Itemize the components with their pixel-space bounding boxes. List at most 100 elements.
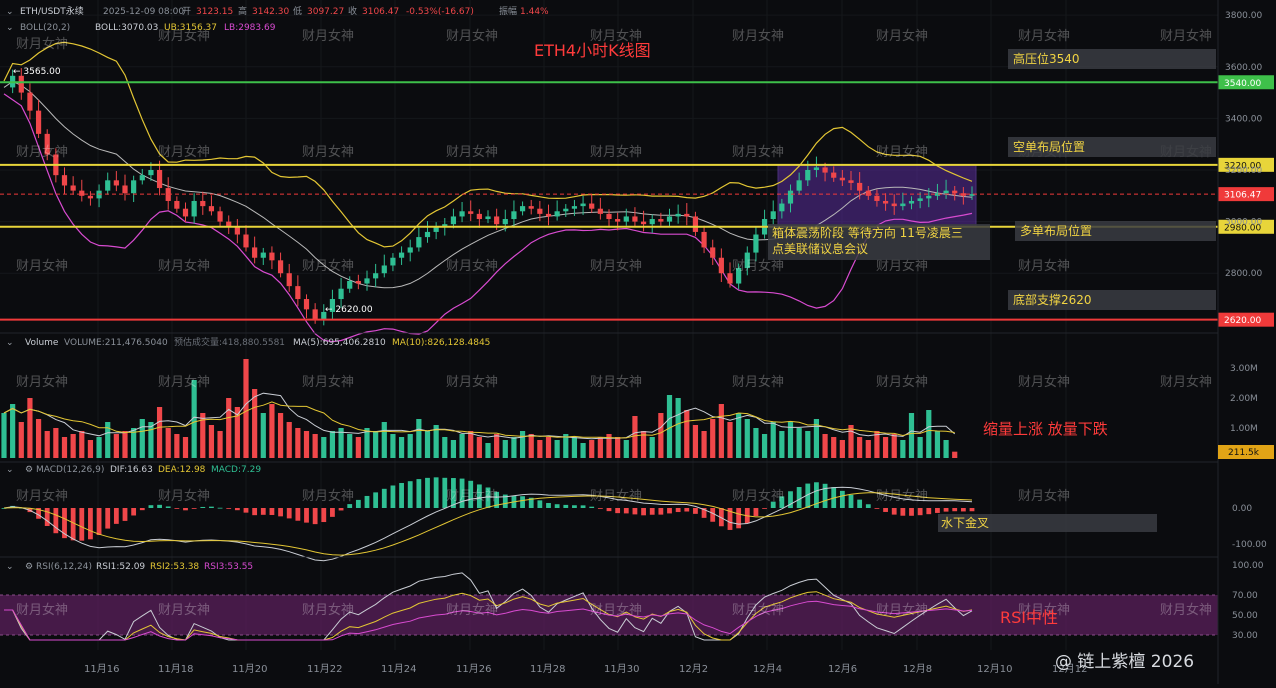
macd-histogram-bar: [857, 499, 863, 508]
candle-body: [519, 206, 526, 212]
price-tick-label: 3600.00: [1225, 63, 1262, 73]
candle-body: [666, 216, 673, 222]
volume-bar: [632, 416, 638, 458]
watermark-text: 财月女神: [590, 258, 642, 274]
macd-histogram-bar: [814, 482, 819, 508]
volume-bars: [1, 359, 958, 458]
rsi3-value: RSI3:53.55: [204, 562, 253, 572]
macd-histogram-bar: [62, 508, 67, 539]
rsi3-line: [4, 600, 973, 641]
symbol-label[interactable]: ETH/USDT永续: [20, 5, 84, 17]
rsi-tick-label: 30.00: [1232, 631, 1258, 641]
volume-bar: [580, 443, 586, 458]
volume-bar: [79, 431, 85, 458]
change-value: -0.53%(-16.67): [406, 7, 474, 17]
volume-bar: [623, 440, 629, 458]
volume-bar: [666, 395, 673, 458]
watermark-text: 财月女神: [1018, 258, 1070, 274]
rsi-note: RSI中性: [1000, 608, 1058, 627]
volume-name: Volume: [25, 338, 59, 348]
macd-histogram-bar: [641, 508, 646, 516]
candle-body: [805, 170, 811, 181]
collapse-icon[interactable]: ⌄: [6, 465, 14, 475]
macd-histogram-bar: [935, 508, 940, 513]
macd-histogram-bar: [632, 508, 638, 515]
candle-body: [208, 206, 215, 212]
volume-bar: [364, 428, 370, 458]
candle-body: [848, 180, 854, 183]
boll-upper-line: [3, 41, 973, 248]
watermark-text: 财月女神: [16, 258, 68, 274]
volume-bar: [35, 419, 42, 458]
volume-current-tag: [1218, 445, 1274, 459]
volume-bar: [900, 440, 906, 458]
watermark-text: 财月女神: [16, 36, 68, 52]
macd-histogram-bar: [234, 508, 240, 511]
short-position-box: [1008, 137, 1216, 157]
macd-histogram-bar: [217, 507, 223, 509]
macd-histogram-bar: [606, 508, 612, 512]
price-level-tag: [1218, 219, 1274, 234]
candle-body: [831, 172, 837, 178]
date-tick-label: 11月24: [381, 663, 416, 675]
open-label: 开: [182, 6, 191, 17]
candle-body: [424, 231, 431, 238]
candle-body: [528, 206, 534, 209]
volume-value: VOLUME:211,476.5040: [64, 338, 168, 348]
watermark-text: 财月女神: [732, 144, 784, 160]
candle-body: [61, 175, 68, 186]
volume-bar: [519, 431, 526, 458]
candle-body: [701, 231, 707, 248]
volume-bar: [10, 404, 16, 458]
low-price-marker: ← 2620.00: [325, 305, 373, 315]
volume-bar: [252, 389, 258, 458]
rsi2-value: RSI2:53.38: [150, 562, 199, 572]
candle-body: [286, 273, 292, 287]
watermark-text: 财月女神: [1160, 602, 1212, 618]
chevron-down-icon[interactable]: ⌄: [6, 7, 14, 17]
candle-body: [580, 203, 586, 207]
volume-bar: [796, 428, 802, 458]
brand-watermark: @ 链上紫檀 2026: [1055, 652, 1194, 672]
volume-bar: [373, 431, 379, 458]
settings-icon[interactable]: ⚙: [25, 562, 33, 572]
macd-histogram-bar: [53, 508, 59, 534]
settings-icon[interactable]: ⚙: [25, 465, 33, 475]
macd-histogram-bar: [563, 504, 569, 508]
volume-bar: [347, 434, 353, 458]
volume-tick-label: 3.00M: [1230, 364, 1258, 374]
long-position-label: 多单布局位置: [1020, 223, 1092, 238]
collapse-icon[interactable]: ⌄: [6, 562, 14, 572]
volume-bar: [87, 440, 94, 458]
candle-body: [597, 208, 603, 214]
header-legend: ⌄ ETH/USDT永续 2025-12-09 08:00 开 3123.15 …: [6, 5, 549, 572]
macd-histogram-bar: [373, 492, 379, 508]
collapse-icon[interactable]: ⌄: [6, 338, 14, 348]
candle-body: [649, 219, 655, 225]
macd-histogram-bar: [191, 508, 197, 509]
rsi-tick-label: 50.00: [1232, 611, 1258, 621]
volume-bar: [139, 419, 145, 458]
candle-body: [35, 110, 42, 134]
watermark-text: 财月女神: [590, 28, 642, 44]
collapse-icon[interactable]: ⌄: [6, 23, 14, 33]
macd-histogram-bar: [79, 508, 85, 541]
macd-histogram-bar: [952, 508, 958, 512]
watermark-text: 财月女神: [16, 144, 68, 160]
macd-dea-line: [3, 492, 973, 556]
volume-bar: [226, 398, 232, 458]
macd-histogram-bar: [174, 508, 180, 509]
candle-body: [113, 180, 119, 186]
macd-histogram-bar: [848, 494, 854, 508]
resistance-box: [1008, 49, 1216, 69]
candle-body: [839, 177, 845, 181]
candle-body: [139, 175, 145, 181]
volume-bar: [848, 425, 854, 458]
volume-bar: [208, 425, 215, 458]
high-label: 高: [238, 5, 247, 17]
candle-body: [303, 299, 310, 310]
candle-body: [450, 216, 457, 225]
candle-body: [960, 193, 966, 196]
macd-histogram-bar: [865, 504, 871, 508]
